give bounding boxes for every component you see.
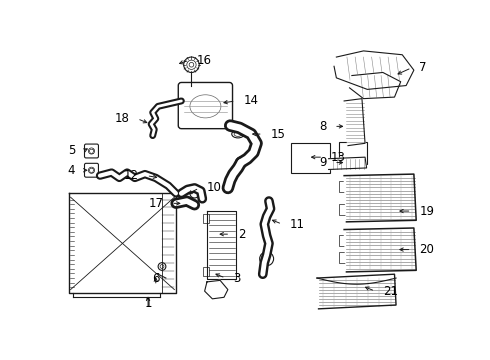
Text: 7: 7 — [419, 61, 427, 74]
Polygon shape — [317, 274, 396, 309]
Polygon shape — [205, 280, 228, 299]
Text: 8: 8 — [319, 120, 326, 133]
Ellipse shape — [232, 130, 244, 138]
Text: 18: 18 — [115, 112, 129, 125]
FancyBboxPatch shape — [340, 235, 347, 246]
Circle shape — [184, 57, 199, 72]
Ellipse shape — [190, 95, 221, 118]
Text: 12: 12 — [124, 169, 139, 182]
Text: 6: 6 — [152, 271, 160, 284]
Text: 19: 19 — [419, 204, 434, 217]
Circle shape — [181, 199, 189, 206]
Polygon shape — [334, 51, 414, 89]
Circle shape — [187, 60, 196, 69]
Polygon shape — [329, 157, 367, 170]
Text: 11: 11 — [290, 218, 305, 231]
Text: 3: 3 — [233, 271, 241, 284]
Text: 17: 17 — [148, 197, 164, 210]
Text: 1: 1 — [144, 297, 152, 310]
FancyBboxPatch shape — [339, 142, 367, 164]
Circle shape — [189, 62, 194, 67]
FancyBboxPatch shape — [84, 163, 98, 177]
Circle shape — [158, 263, 166, 270]
FancyBboxPatch shape — [203, 214, 209, 223]
Text: 4: 4 — [68, 164, 75, 177]
Polygon shape — [344, 99, 365, 145]
Text: 15: 15 — [270, 127, 285, 140]
Circle shape — [160, 265, 164, 269]
Circle shape — [190, 189, 199, 198]
Text: 9: 9 — [319, 156, 326, 169]
Polygon shape — [349, 72, 401, 99]
Text: 5: 5 — [68, 144, 75, 157]
Ellipse shape — [234, 132, 242, 136]
FancyBboxPatch shape — [340, 181, 347, 192]
Polygon shape — [344, 174, 416, 222]
Text: 2: 2 — [238, 228, 245, 240]
Text: 16: 16 — [197, 54, 212, 67]
Circle shape — [88, 148, 95, 154]
Text: 13: 13 — [331, 150, 346, 164]
FancyBboxPatch shape — [340, 204, 347, 215]
Text: 14: 14 — [244, 94, 258, 107]
FancyBboxPatch shape — [84, 144, 98, 158]
FancyBboxPatch shape — [203, 266, 209, 276]
Circle shape — [88, 167, 95, 173]
Polygon shape — [344, 228, 416, 272]
Text: 10: 10 — [207, 181, 222, 194]
Text: 21: 21 — [383, 285, 398, 298]
FancyBboxPatch shape — [340, 252, 347, 263]
Circle shape — [260, 252, 273, 266]
FancyBboxPatch shape — [292, 143, 330, 173]
FancyBboxPatch shape — [178, 82, 233, 129]
Text: 20: 20 — [419, 243, 434, 256]
